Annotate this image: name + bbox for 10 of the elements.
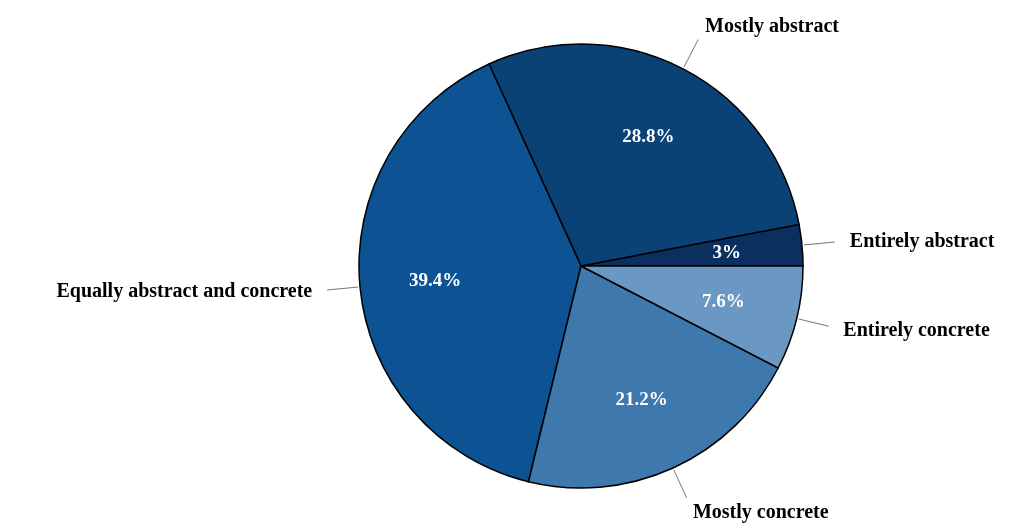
data-label: 39.4% [409, 268, 462, 290]
slice-label: Mostly abstract [705, 14, 840, 38]
data-label: 3% [712, 241, 742, 263]
data-label: 28.8% [622, 124, 675, 146]
data-label: 7.6% [701, 289, 745, 311]
data-label: 21.2% [615, 388, 668, 410]
slice-label: Equally abstract and concrete [56, 279, 313, 303]
slice-label: Entirely concrete [843, 317, 990, 341]
slice-label: Entirely abstract [849, 228, 995, 252]
slice-label: Mostly concrete [692, 499, 829, 523]
